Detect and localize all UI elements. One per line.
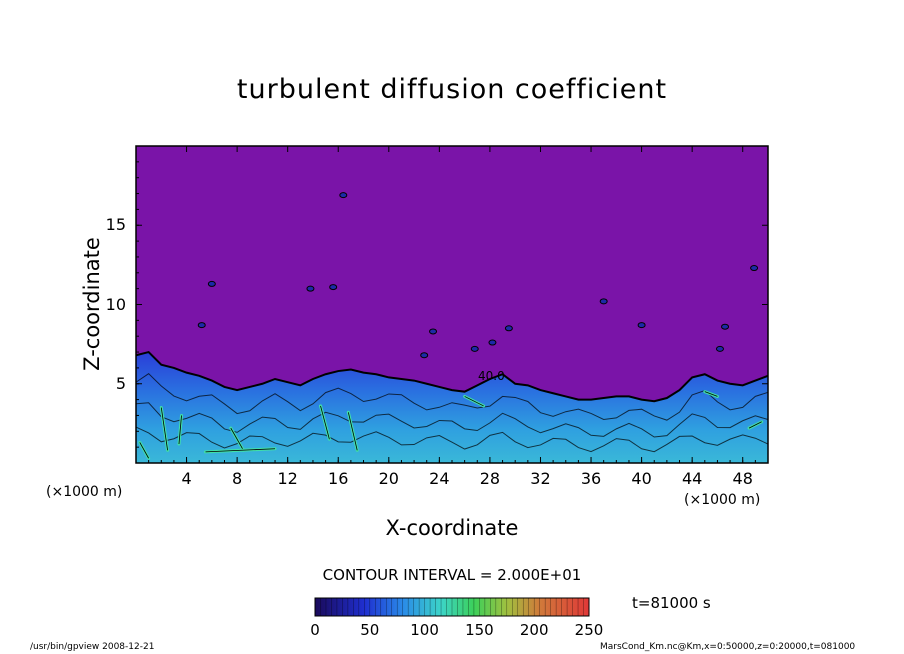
eddy-blob [420,352,429,359]
layer-top-contour [136,350,768,403]
x-axis-label: X-coordinate [385,516,519,540]
x-tick-label: 32 [530,469,551,488]
eddy-streak-contour [230,427,244,451]
colorbar-tick-label: 100 [410,621,439,639]
colorbar-tick-label: 0 [310,621,320,639]
x-tick-label: 16 [328,469,349,488]
chart-title: turbulent diffusion coefficient [236,74,668,105]
eddy-blob [637,322,646,329]
x-tick-label: 28 [479,469,501,488]
footer-right: MarsCond_Km.nc@Km,x=0:50000,z=0:20000,t=… [600,642,856,652]
eddy-streak-contour [464,396,484,407]
eddy-blob [599,298,608,305]
inner-contour [136,402,768,438]
y-unit-label: (×1000 m) [46,484,123,500]
footer-left: /usr/bin/gpview 2008-12-21 [30,642,155,652]
colorbar-tick-label: 50 [360,621,380,639]
eddy-streak-contour [178,415,182,445]
eddy-streak-contour [139,442,149,459]
contour-interval: CONTOUR INTERVAL = 2.000E+01 [322,566,582,584]
x-tick-label: 48 [732,469,753,488]
x-tick-label: 44 [681,469,703,488]
colorbar-tick-label: 150 [465,621,494,639]
eddy-blob [429,328,438,335]
x-tick-label: 12 [277,469,298,488]
colorbar-ticks [314,598,590,616]
layer-fill [136,352,768,463]
eddy-blob [197,322,206,329]
eddy-blob [721,323,730,330]
axis-ticks [136,146,768,463]
eddy-blob [329,284,338,291]
eddy-blob [306,285,315,292]
inner-contour [136,426,768,453]
contour-annotation: 40.0 [478,369,505,383]
x-tick-label: 40 [631,469,652,488]
eddy-streak-contour [347,412,358,451]
y-tick-label: 5 [115,373,126,393]
eddy-streak-contour [748,421,762,429]
eddy-streak-contour [704,391,718,397]
upper-eddies [197,192,759,359]
eddy-blob [488,339,497,346]
eddy-streak-contour [320,405,330,440]
eddy-blob [207,280,216,287]
y-tick-label: 10 [105,294,126,314]
turbulent-layer [136,350,768,463]
x-tick-label: 36 [580,469,602,488]
x-unit-label: (×1000 m) [684,492,761,508]
x-tick-label: 24 [429,469,450,488]
x-tick-label: 20 [378,469,399,488]
eddy-streak-contour [160,407,168,451]
time-label: t=81000 s [632,594,711,612]
eddy-blob [715,345,724,352]
x-tick-label: 4 [181,469,192,488]
x-tick-label: 8 [232,469,243,488]
inner-contour [136,373,768,421]
eddy-blob [504,325,513,332]
colorbar-tick-label: 250 [574,621,604,639]
eddy-blob [750,265,759,272]
y-tick-label: 15 [105,215,126,235]
colorbar-tick-label: 200 [519,621,549,639]
eddy-blob [339,192,348,199]
eddy-streak-contour [205,448,276,453]
eddy-blob [470,345,479,352]
